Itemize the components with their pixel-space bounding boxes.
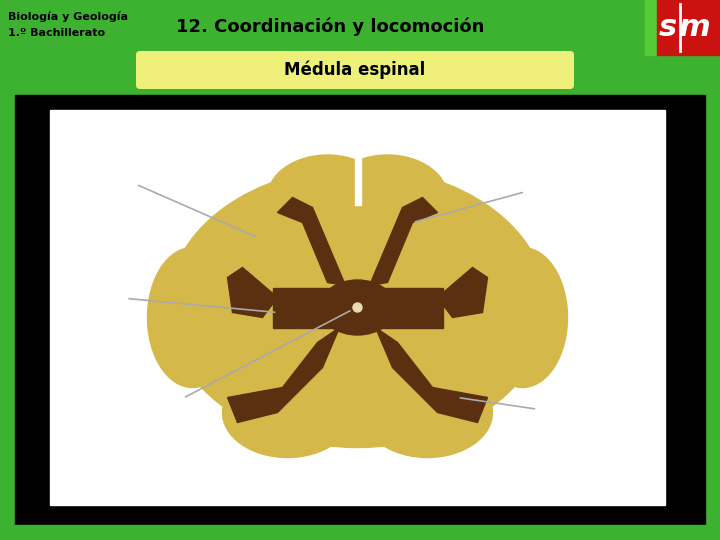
Polygon shape bbox=[376, 327, 487, 422]
Text: 12. Coordinación y locomoción: 12. Coordinación y locomoción bbox=[176, 18, 484, 36]
Polygon shape bbox=[228, 327, 340, 422]
Ellipse shape bbox=[353, 303, 362, 312]
Text: Sustancia Blanca: Sustancia Blanca bbox=[55, 168, 255, 237]
Ellipse shape bbox=[477, 247, 567, 388]
Text: Astas Posteriores
(Sensitivas): Astas Posteriores (Sensitivas) bbox=[415, 161, 648, 222]
Ellipse shape bbox=[168, 167, 547, 448]
Ellipse shape bbox=[222, 368, 353, 457]
Text: m: m bbox=[678, 12, 710, 42]
Bar bbox=[354, 125, 361, 205]
Polygon shape bbox=[277, 198, 346, 286]
Bar bbox=[0, 525, 720, 540]
Text: Astas
Anteriores
(Motoras): Astas Anteriores (Motoras) bbox=[460, 394, 613, 436]
Text: s: s bbox=[659, 12, 677, 42]
Bar bbox=[0, 0, 720, 55]
Text: Médula espinal: Médula espinal bbox=[284, 60, 426, 79]
Polygon shape bbox=[369, 198, 438, 286]
Polygon shape bbox=[228, 267, 277, 318]
Bar bbox=[272, 287, 443, 327]
Bar bbox=[570, 55, 720, 85]
Text: Conducto del
epéndimo: Conducto del epéndimo bbox=[105, 311, 350, 429]
Polygon shape bbox=[438, 267, 487, 318]
Text: 1.º Bachillerato: 1.º Bachillerato bbox=[8, 28, 105, 38]
FancyBboxPatch shape bbox=[136, 51, 574, 89]
Ellipse shape bbox=[268, 155, 387, 240]
Text: Sustancia
Gris: Sustancia Gris bbox=[55, 281, 275, 312]
Bar bbox=[15, 95, 705, 525]
Bar bbox=[657, 0, 720, 55]
Text: Biología y Geología: Biología y Geología bbox=[8, 12, 128, 23]
Bar bbox=[0, 55, 140, 85]
Bar bbox=[50, 110, 665, 505]
Ellipse shape bbox=[148, 247, 238, 388]
Ellipse shape bbox=[362, 368, 492, 457]
Bar bbox=[645, 0, 657, 55]
Ellipse shape bbox=[328, 155, 448, 240]
Ellipse shape bbox=[320, 280, 395, 335]
